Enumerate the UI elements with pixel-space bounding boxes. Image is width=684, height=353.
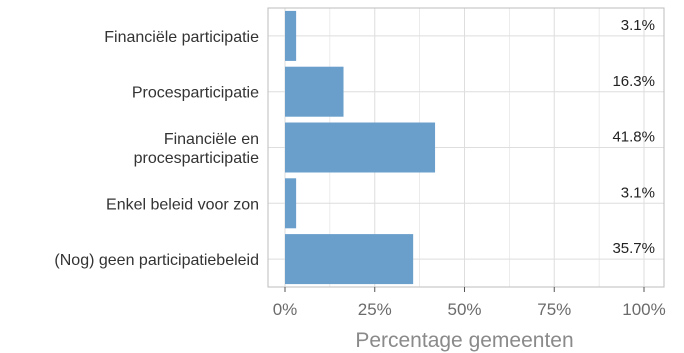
category-label: Enkel beleid voor zon (106, 196, 259, 213)
x-tick-label: 100% (622, 300, 665, 319)
category-labels: Financiële participatie Procesparticipati… (54, 29, 259, 269)
x-tick-label: 25% (358, 300, 392, 319)
category-label-line: procesparticipatie (134, 150, 260, 167)
category-label-line: (Nog) geen participatiebeleid (54, 252, 259, 269)
x-tick-label: 0% (273, 300, 298, 319)
bar (285, 10, 297, 61)
x-axis-ticks: 0% 25% 50% 75% 100% (273, 287, 666, 319)
category-label: Financiële en procesparticipatie (134, 131, 260, 167)
category-label-line: Procesparticipatie (132, 85, 259, 102)
category-label: (Nog) geen participatiebeleid (54, 252, 259, 269)
bar (285, 234, 414, 285)
data-label: 41.8% (612, 129, 655, 146)
bar (285, 66, 344, 117)
category-label-line: Financiële en (164, 131, 259, 148)
x-tick-label: 50% (447, 300, 481, 319)
x-axis-title: Percentage gemeenten (355, 329, 573, 352)
x-tick-label: 75% (537, 300, 571, 319)
data-label: 35.7% (612, 240, 655, 257)
category-label-line: Enkel beleid voor zon (106, 196, 259, 213)
data-label: 3.1% (621, 184, 655, 201)
category-label: Financiële participatie (104, 29, 259, 46)
bar (285, 122, 436, 173)
data-label: 16.3% (612, 73, 655, 90)
bars (285, 10, 436, 285)
data-label: 3.1% (621, 17, 655, 34)
plot-panel-border (267, 7, 665, 288)
bar (285, 178, 297, 229)
category-label: Procesparticipatie (132, 85, 259, 102)
data-labels: 3.1% 16.3% 41.8% 3.1% 35.7% (612, 17, 655, 257)
category-label-line: Financiële participatie (104, 29, 259, 46)
